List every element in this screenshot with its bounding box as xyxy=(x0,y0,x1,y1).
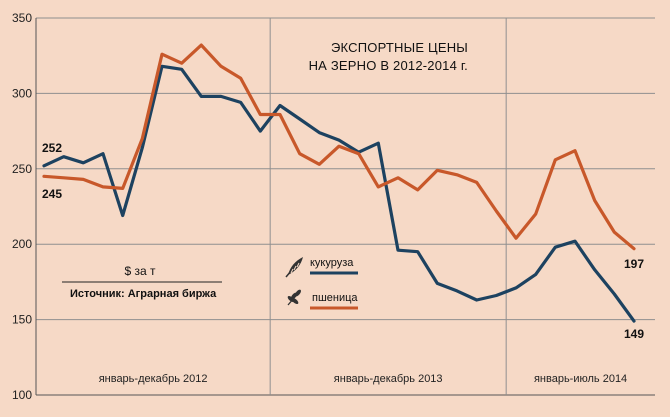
period-label: январь-июль 2014 xyxy=(534,373,627,385)
wheat-end-label: 197 xyxy=(624,257,644,271)
unit-block: $ за т Источник: Аграрная биржа xyxy=(62,264,222,300)
grid xyxy=(35,17,655,396)
legend: кукуруза пшеница xyxy=(285,257,358,310)
y-tick-label: 100 xyxy=(12,388,32,402)
legend-label-wheat: пшеница xyxy=(312,292,358,304)
legend-item-wheat: пшеница xyxy=(287,289,358,310)
y-tick-label: 200 xyxy=(12,237,32,251)
chart-title-line-2: НА ЗЕРНО В 2012-2014 г. xyxy=(309,58,468,73)
chart-title-line-1: ЭКСПОРТНЫЕ ЦЕНЫ xyxy=(331,40,468,55)
period-label: январь-декабрь 2012 xyxy=(99,373,208,385)
series-line-wheat xyxy=(42,43,636,251)
source-label: Источник: Аграрная биржа xyxy=(70,288,217,300)
chart-title: ЭКСПОРТНЫЕ ЦЕНЫ НА ЗЕРНО В 2012-2014 г. xyxy=(309,40,468,73)
data-labels: 252 245 197 149 xyxy=(42,141,644,341)
data-points xyxy=(43,45,635,322)
series xyxy=(42,43,636,323)
y-tick-label: 350 xyxy=(12,11,32,25)
corn-end-label: 149 xyxy=(624,327,644,341)
legend-item-corn: кукуруза xyxy=(285,257,358,278)
unit-label: $ за т xyxy=(124,264,156,278)
wheat-start-label: 245 xyxy=(42,187,62,201)
y-axis: 100 150 200 250 300 350 xyxy=(12,11,32,402)
series-line-corn xyxy=(42,64,636,323)
y-tick-label: 250 xyxy=(12,162,32,176)
corn-start-label: 252 xyxy=(42,141,62,155)
y-tick-label: 300 xyxy=(12,86,32,100)
period-label: январь-декабрь 2013 xyxy=(334,373,443,385)
y-tick-label: 150 xyxy=(12,313,32,327)
period-labels: январь-декабрь 2012 январь-декабрь 2013 ян… xyxy=(99,373,627,385)
legend-label-corn: кукуруза xyxy=(310,257,354,269)
wheat-icon xyxy=(287,289,301,306)
corn-icon xyxy=(285,257,303,278)
